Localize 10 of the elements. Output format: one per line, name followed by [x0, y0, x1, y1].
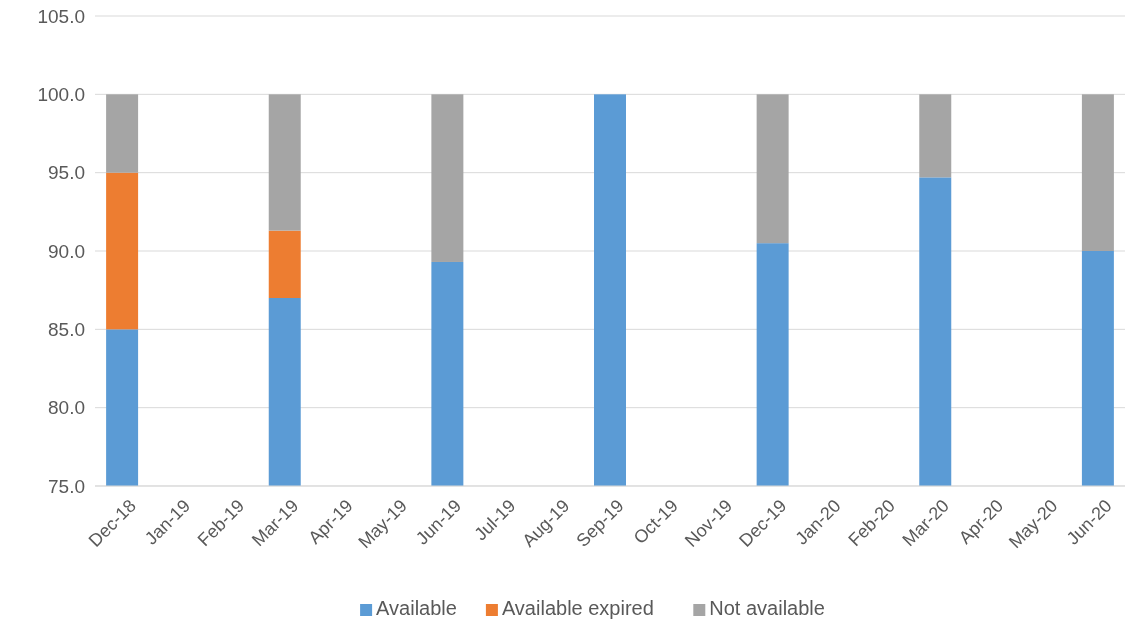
- y-tick-label: 105.0: [37, 5, 85, 27]
- y-tick-label: 90.0: [48, 240, 85, 262]
- y-tick-label: 75.0: [48, 475, 85, 497]
- y-tick-label: 95.0: [48, 162, 85, 184]
- y-tick-label: 80.0: [48, 397, 85, 419]
- y-tick-label: 85.0: [48, 318, 85, 340]
- legend-label: Not available: [709, 597, 825, 619]
- y-tick-label: 100.0: [37, 83, 85, 105]
- legend-label: Available: [376, 597, 457, 619]
- legend-label: Available expired: [501, 597, 654, 619]
